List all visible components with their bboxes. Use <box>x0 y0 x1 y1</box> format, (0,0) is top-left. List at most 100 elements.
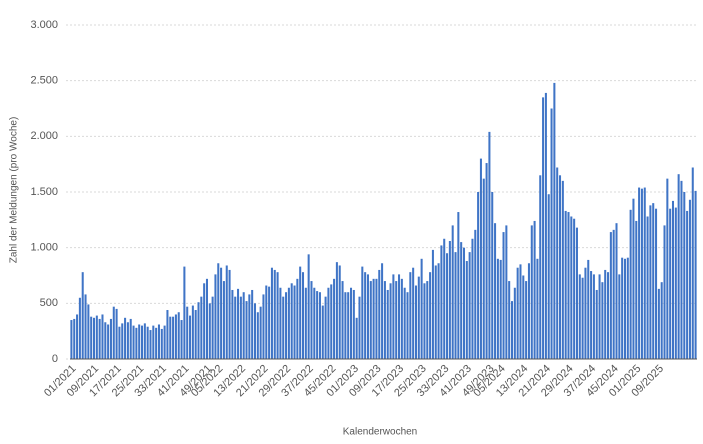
bar <box>135 327 138 359</box>
bar <box>341 281 344 359</box>
bar <box>584 267 587 359</box>
bar <box>268 286 271 359</box>
bar <box>482 178 485 359</box>
bar <box>460 242 463 359</box>
bar <box>409 272 412 359</box>
bar <box>590 271 593 359</box>
bar <box>126 322 129 359</box>
bar <box>623 258 626 359</box>
bar <box>262 294 265 359</box>
bar <box>287 287 290 359</box>
bar <box>253 303 257 359</box>
bar <box>468 252 471 359</box>
bar <box>375 278 378 359</box>
bar <box>553 82 556 359</box>
bar <box>358 296 361 359</box>
bar <box>124 317 127 359</box>
bar <box>618 274 621 359</box>
bar <box>392 274 395 359</box>
bar <box>632 198 635 359</box>
bar <box>197 302 200 359</box>
bar <box>347 292 350 359</box>
bar <box>330 284 333 359</box>
bar <box>369 281 372 359</box>
bar <box>205 278 208 359</box>
bar <box>612 229 615 359</box>
bar <box>344 292 347 359</box>
bar <box>434 265 437 359</box>
bar <box>686 210 689 359</box>
bar <box>666 178 669 359</box>
bar <box>604 269 607 359</box>
bar <box>533 220 536 359</box>
bar <box>73 318 76 359</box>
bar <box>564 210 567 359</box>
bar <box>81 272 84 359</box>
bar <box>527 263 530 359</box>
bar <box>494 223 497 359</box>
bar <box>429 272 432 359</box>
bar <box>510 301 514 359</box>
bar <box>208 303 211 359</box>
bar <box>352 289 355 359</box>
bar <box>245 301 248 359</box>
bar <box>335 262 338 359</box>
bar <box>248 294 251 359</box>
bar <box>454 252 457 359</box>
bar <box>172 316 175 359</box>
bar <box>516 267 519 359</box>
bar <box>649 205 652 359</box>
bar <box>448 240 451 359</box>
bar <box>285 292 288 359</box>
bar <box>112 306 115 359</box>
bar <box>78 297 81 359</box>
bar <box>177 312 180 359</box>
bar <box>694 190 697 359</box>
y-tick-label: 3.000 <box>30 19 58 31</box>
bar <box>350 287 353 359</box>
bar <box>239 296 242 359</box>
bar <box>499 259 502 359</box>
bar <box>121 323 124 359</box>
bar <box>222 281 225 359</box>
bar <box>169 316 172 359</box>
bar <box>414 285 417 359</box>
bar <box>462 247 466 359</box>
bar <box>615 223 618 359</box>
bar <box>146 326 149 359</box>
bar <box>567 212 570 359</box>
bar <box>629 209 632 359</box>
bar <box>237 288 240 359</box>
bar <box>214 274 217 359</box>
bar <box>479 158 482 359</box>
bar <box>84 294 87 359</box>
bar <box>683 192 686 359</box>
bar <box>443 238 446 359</box>
bar <box>378 269 381 359</box>
bar <box>251 289 254 359</box>
bar <box>513 287 516 359</box>
bar <box>477 192 480 359</box>
bar <box>293 285 296 359</box>
bar <box>437 263 440 359</box>
bar <box>304 287 307 359</box>
bar <box>544 92 547 359</box>
bar <box>536 258 539 359</box>
bar <box>496 258 499 359</box>
bar <box>542 97 545 359</box>
bar <box>163 325 166 359</box>
bar <box>556 167 559 359</box>
bar <box>677 174 680 359</box>
bar <box>160 328 163 359</box>
bar <box>316 291 319 359</box>
bar <box>395 281 398 359</box>
bar <box>166 310 169 359</box>
bar <box>581 277 584 359</box>
bar <box>143 323 146 359</box>
bar <box>194 310 197 359</box>
bar <box>276 272 279 359</box>
bar <box>191 305 194 359</box>
bar <box>519 264 522 359</box>
bar <box>446 253 449 359</box>
bar <box>592 274 595 359</box>
